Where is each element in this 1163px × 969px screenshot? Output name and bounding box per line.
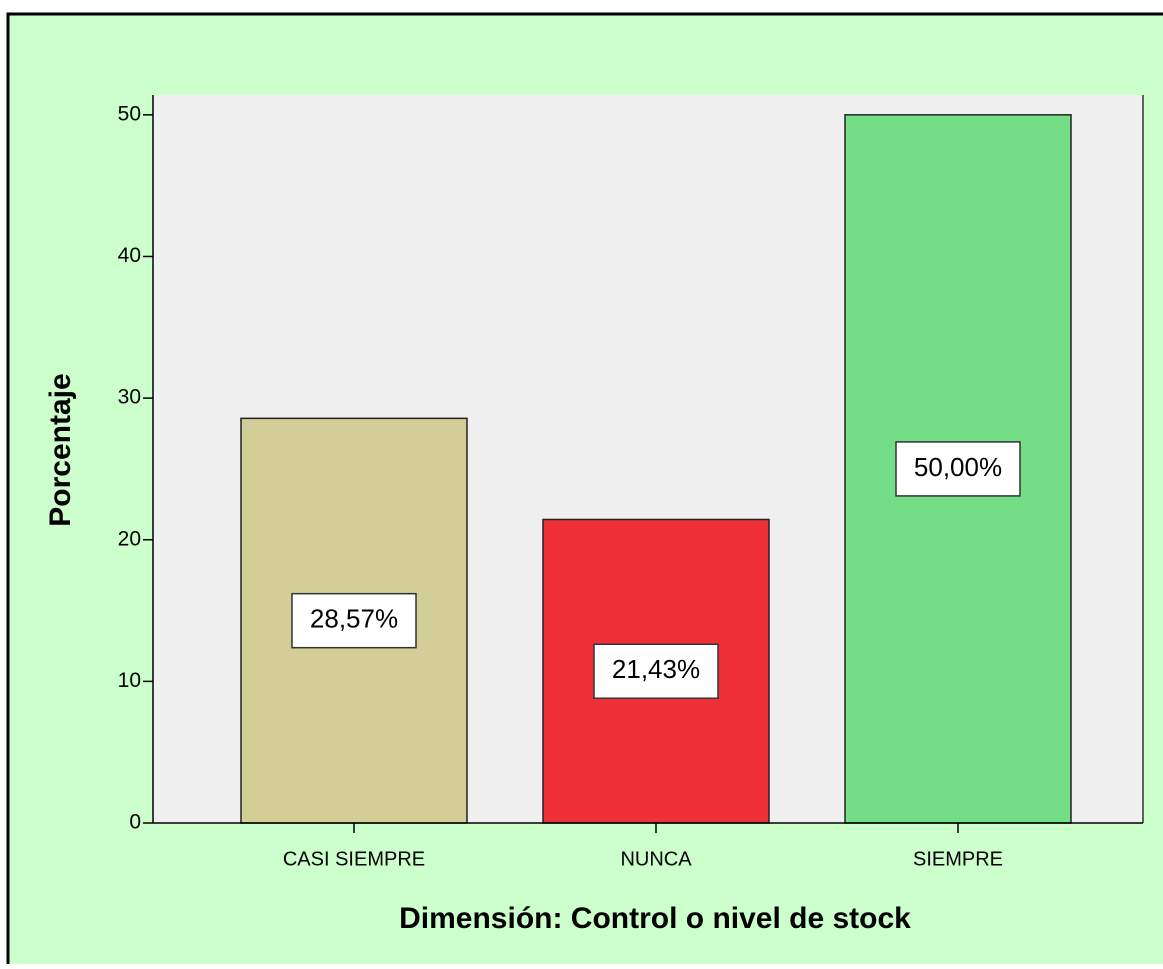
value-label-box	[895, 441, 1021, 497]
value-label: 50,00%	[914, 452, 1002, 482]
y-tick-label: 10	[118, 669, 141, 692]
value-label-box	[291, 592, 417, 649]
y-axis-title: Porcentaje	[44, 373, 77, 526]
x-tick-label: SIEMPRE	[913, 848, 1003, 870]
y-tick-label: 50	[118, 102, 141, 125]
x-axis-title: Dimensión: Control o nivel de stock	[399, 902, 911, 935]
y-tick-label: 20	[118, 527, 141, 550]
value-label: 21,43%	[612, 654, 700, 684]
y-tick-label: 30	[118, 386, 141, 409]
x-tick-label: NUNCA	[620, 848, 692, 870]
y-tick-label: 0	[129, 811, 141, 834]
value-label-box	[593, 643, 719, 699]
value-label: 28,57%	[310, 604, 398, 634]
x-tick-label: CASI SIEMPRE	[283, 848, 425, 870]
y-tick-label: 40	[118, 244, 141, 267]
